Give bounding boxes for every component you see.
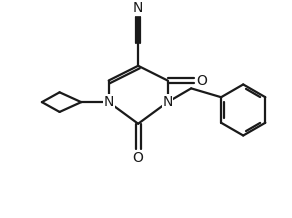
Text: N: N [133, 1, 143, 15]
Text: O: O [133, 151, 144, 165]
Text: N: N [103, 95, 114, 109]
Text: O: O [197, 73, 207, 87]
Text: N: N [162, 95, 173, 109]
